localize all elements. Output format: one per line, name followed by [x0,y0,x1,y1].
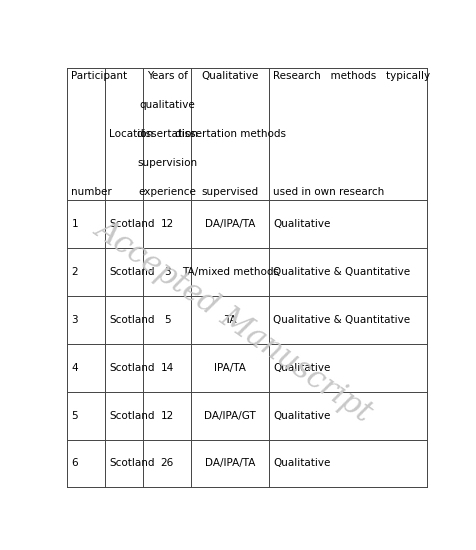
Text: dissertation: dissertation [136,129,198,139]
Text: IPA/TA: IPA/TA [214,362,246,373]
Text: Years of: Years of [146,71,187,81]
Text: DA/IPA/GT: DA/IPA/GT [204,411,256,421]
Text: Qualitative: Qualitative [273,411,330,421]
Text: 3: 3 [71,315,78,325]
Text: Qualitative: Qualitative [273,362,330,373]
Text: 6: 6 [71,459,78,469]
Text: Qualitative: Qualitative [201,71,258,81]
Text: qualitative: qualitative [139,100,195,110]
Text: 12: 12 [160,411,173,421]
Text: Scotland: Scotland [109,315,155,325]
Text: 4: 4 [71,362,78,373]
Text: Qualitative: Qualitative [273,219,330,229]
Text: Qualitative: Qualitative [273,459,330,469]
Text: Participant: Participant [71,71,127,81]
Text: TA: TA [223,315,236,325]
Text: used in own research: used in own research [273,187,384,197]
Text: DA/IPA/TA: DA/IPA/TA [205,459,255,469]
Text: number: number [71,187,112,197]
Text: Scotland: Scotland [109,459,155,469]
Text: Scotland: Scotland [109,411,155,421]
Text: supervised: supervised [201,187,258,197]
Text: 1: 1 [71,219,78,229]
Text: 26: 26 [160,459,173,469]
Text: Scotland: Scotland [109,219,155,229]
Text: Accepted Manuscript: Accepted Manuscript [89,212,377,428]
Text: Qualitative & Quantitative: Qualitative & Quantitative [273,267,409,277]
Text: TA/mixed methods: TA/mixed methods [181,267,278,277]
Text: experience: experience [138,187,196,197]
Text: supervision: supervision [137,158,197,168]
Text: 14: 14 [160,362,173,373]
Text: Qualitative & Quantitative: Qualitative & Quantitative [273,315,409,325]
Text: 3: 3 [163,267,170,277]
Text: 5: 5 [71,411,78,421]
Text: Scotland: Scotland [109,267,155,277]
Text: 2: 2 [71,267,78,277]
Text: 12: 12 [160,219,173,229]
Text: 5: 5 [163,315,170,325]
Text: dissertation methods: dissertation methods [174,129,285,139]
Text: DA/IPA/TA: DA/IPA/TA [205,219,255,229]
Text: Scotland: Scotland [109,362,155,373]
Text: Research   methods   typically: Research methods typically [273,71,429,81]
Text: Location: Location [109,129,153,139]
